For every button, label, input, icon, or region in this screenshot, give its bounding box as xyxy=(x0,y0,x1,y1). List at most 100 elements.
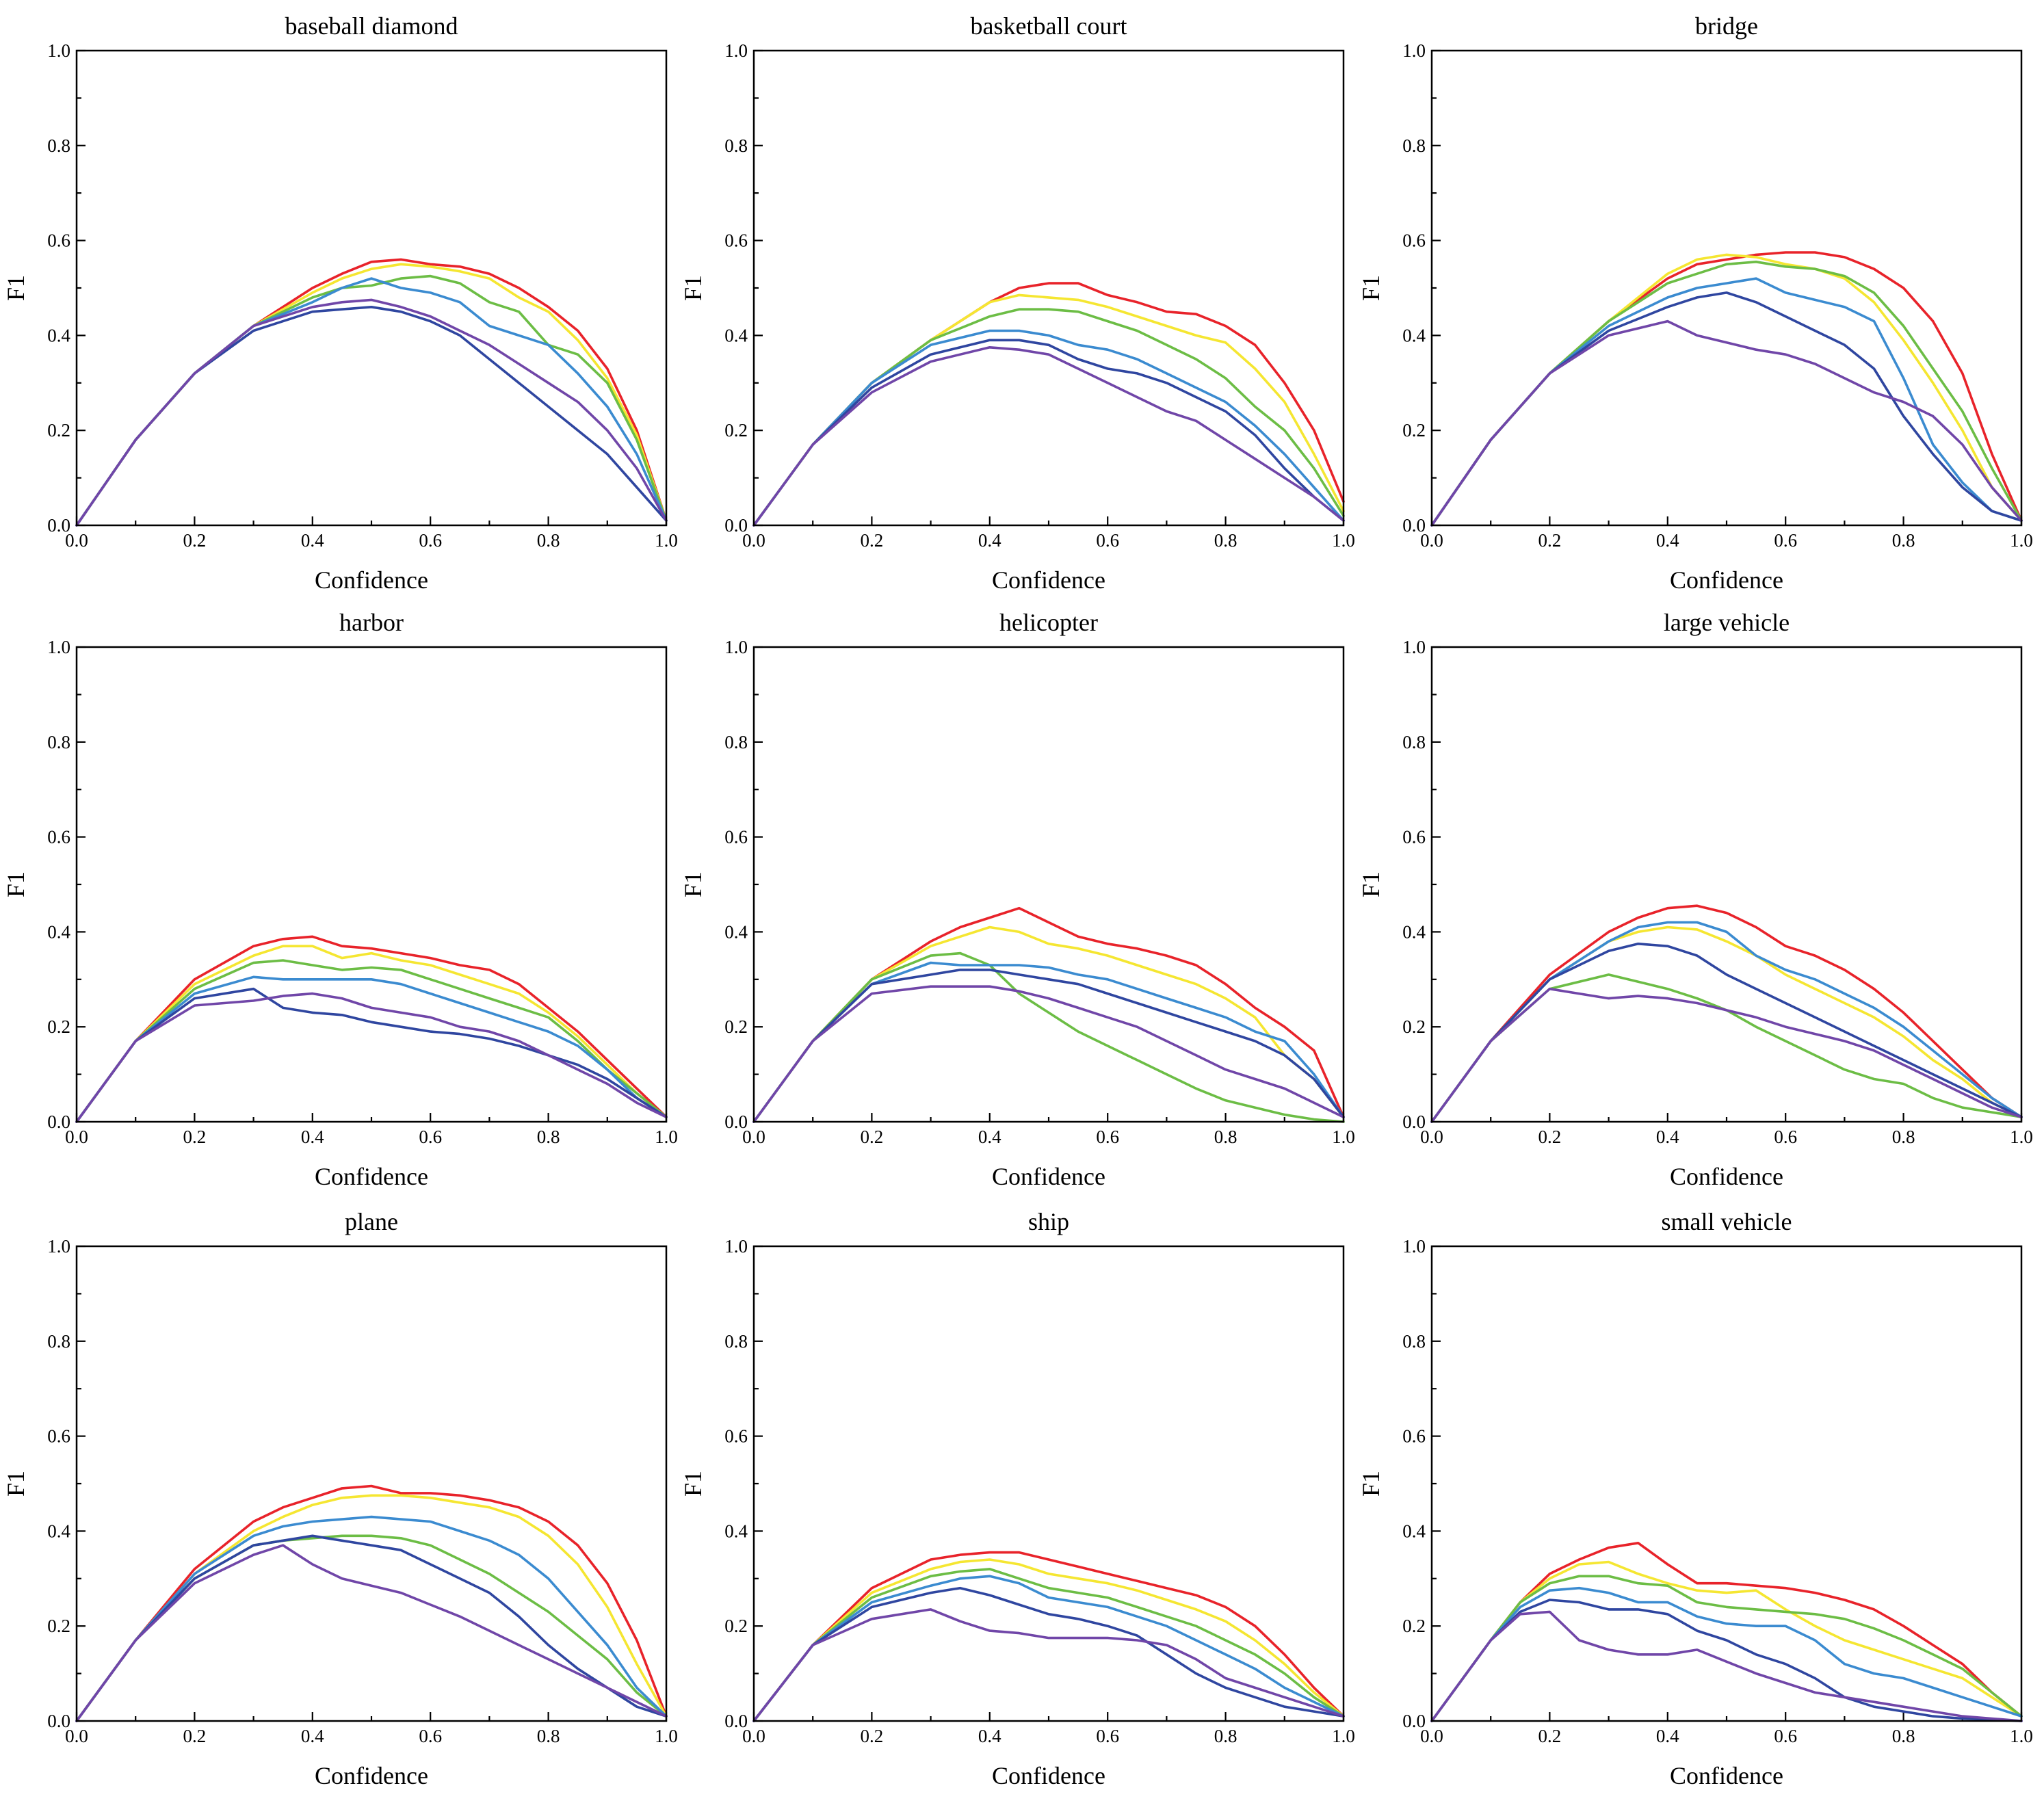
x-tick-label: 0.2 xyxy=(183,1726,207,1746)
x-tick-label: 1.0 xyxy=(1332,1726,1355,1746)
x-tick-label: 0.6 xyxy=(1774,1127,1797,1147)
series-line-s2 xyxy=(75,1494,668,1722)
x-tick-label: 0.4 xyxy=(301,530,324,551)
series-line-s3 xyxy=(1430,1575,2023,1722)
x-tick-label: 0.2 xyxy=(1538,530,1562,551)
plot-frame xyxy=(752,646,1345,1123)
series-line-s2 xyxy=(75,263,668,527)
y-tick-label: 0.4 xyxy=(724,1521,748,1541)
y-tick-label: 0.4 xyxy=(1402,1521,1426,1541)
x-tick-label: 0.6 xyxy=(1096,530,1119,551)
series-line-s6 xyxy=(1430,987,2023,1123)
chart-panel: ship 0.00.0 0.2 0.2 0.4 0.4 0.6 0.6 0.8 0.8 1.0 1.0… xyxy=(679,1208,1355,1789)
x-tick-label: 0.4 xyxy=(978,530,1001,551)
y-tick-label: 0.8 xyxy=(724,135,748,156)
plot-frame xyxy=(752,1245,1345,1722)
y-tick-label: 0.8 xyxy=(1402,135,1426,156)
y-tick-label: 0.0 xyxy=(724,1711,748,1731)
series-line-s2 xyxy=(1430,253,2023,527)
series-line-s3 xyxy=(752,951,1345,1123)
x-tick-label: 0.6 xyxy=(1774,1726,1797,1746)
y-tick-label: 1.0 xyxy=(724,40,748,61)
x-tick-label: 0.8 xyxy=(1214,530,1237,551)
y-tick-label: 0.4 xyxy=(724,325,748,345)
x-tick-label: 0.2 xyxy=(861,1127,884,1147)
chart-title: plane xyxy=(345,1208,398,1235)
y-tick-label: 1.0 xyxy=(1402,637,1426,657)
y-axis-label: F1 xyxy=(2,1471,29,1497)
y-tick-label: 0.6 xyxy=(1402,827,1426,847)
x-axis-label: Confidence xyxy=(315,1762,428,1789)
y-tick-label: 1.0 xyxy=(724,1236,748,1257)
y-tick-label: 0.4 xyxy=(1402,325,1426,345)
y-tick-label: 0.2 xyxy=(47,420,70,441)
y-tick-label: 1.0 xyxy=(1402,1236,1426,1257)
y-tick-label: 1.0 xyxy=(1402,40,1426,61)
chart-title: bridge xyxy=(1695,12,1758,40)
x-axis-label: Confidence xyxy=(992,566,1105,594)
series-line-s5 xyxy=(1430,943,2023,1123)
y-tick-label: 0.8 xyxy=(47,1331,70,1352)
chart-title: basketball court xyxy=(971,12,1127,40)
series-line-s4 xyxy=(752,961,1345,1123)
x-tick-label: 0.6 xyxy=(419,1726,442,1746)
y-tick-label: 0.0 xyxy=(1402,1711,1426,1731)
y-axis-label: F1 xyxy=(679,1471,707,1497)
y-tick-label: 1.0 xyxy=(724,637,748,657)
chart-panel: small vehicle 0.00.0 0.2 0.2 0.4 0.4 0.6 0.6 0.8… xyxy=(1357,1208,2033,1789)
chart-panel: harbor 0.00.0 0.2 0.2 0.4 0.4 0.6 0.6 0.8 0.8 1.0 1… xyxy=(2,609,678,1190)
x-tick-label: 0.0 xyxy=(65,530,88,551)
x-tick-label: 0.2 xyxy=(1538,1726,1562,1746)
chart-title: small vehicle xyxy=(1662,1208,1792,1235)
y-axis-label: F1 xyxy=(679,871,707,897)
x-tick-label: 1.0 xyxy=(1332,530,1355,551)
x-axis-label: Confidence xyxy=(992,1163,1105,1190)
y-tick-label: 1.0 xyxy=(47,40,70,61)
series-line-s1 xyxy=(752,1551,1345,1722)
series-line-s2 xyxy=(1430,1560,2023,1722)
y-tick-label: 0.2 xyxy=(724,1016,748,1037)
series-line-s1 xyxy=(1430,1542,2023,1722)
series-line-s5 xyxy=(752,339,1345,527)
series-line-s5 xyxy=(1430,291,2023,527)
x-axis-label: Confidence xyxy=(1670,566,1783,594)
series-line-s2 xyxy=(1430,925,2023,1123)
x-tick-label: 0.4 xyxy=(978,1127,1001,1147)
y-tick-label: 0.8 xyxy=(724,1331,748,1352)
x-tick-label: 0.8 xyxy=(1892,530,1915,551)
x-tick-label: 0.8 xyxy=(1214,1127,1237,1147)
x-tick-label: 1.0 xyxy=(1332,1127,1355,1147)
x-tick-label: 0.2 xyxy=(183,1127,207,1147)
series-line-s6 xyxy=(752,345,1345,527)
plot-frame xyxy=(75,1245,668,1722)
y-tick-label: 0.6 xyxy=(724,827,748,847)
x-tick-label: 0.0 xyxy=(1420,1127,1443,1147)
x-tick-label: 0.8 xyxy=(1892,1127,1915,1147)
x-tick-label: 0.2 xyxy=(861,1726,884,1746)
x-axis-label: Confidence xyxy=(1670,1163,1783,1190)
x-tick-label: 1.0 xyxy=(655,1726,678,1746)
x-tick-label: 0.8 xyxy=(537,1726,560,1746)
x-axis-label: Confidence xyxy=(992,1762,1105,1789)
plot-frame xyxy=(75,49,668,527)
chart-panel: basketball court 0.00.0 0.2 0.2 0.4 0.4 0.6 0.6… xyxy=(679,12,1355,594)
x-tick-label: 0.8 xyxy=(537,1127,560,1147)
series-line-s2 xyxy=(75,945,668,1123)
y-tick-label: 0.0 xyxy=(47,515,70,536)
series-line-s6 xyxy=(75,298,668,527)
y-tick-label: 0.4 xyxy=(47,325,70,345)
series-line-s5 xyxy=(1430,1599,2023,1722)
series-line-s4 xyxy=(75,975,668,1123)
y-tick-label: 0.8 xyxy=(724,732,748,752)
y-tick-label: 0.2 xyxy=(47,1616,70,1636)
y-tick-label: 0.4 xyxy=(1402,921,1426,942)
y-tick-label: 0.6 xyxy=(1402,231,1426,251)
chart-title: helicopter xyxy=(999,609,1098,636)
x-tick-label: 1.0 xyxy=(2010,530,2033,551)
series-line-s3 xyxy=(1430,260,2023,527)
y-tick-label: 0.6 xyxy=(47,231,70,251)
y-tick-label: 0.0 xyxy=(724,515,748,536)
chart-title: harbor xyxy=(339,609,404,636)
x-tick-label: 0.4 xyxy=(1656,1127,1679,1147)
